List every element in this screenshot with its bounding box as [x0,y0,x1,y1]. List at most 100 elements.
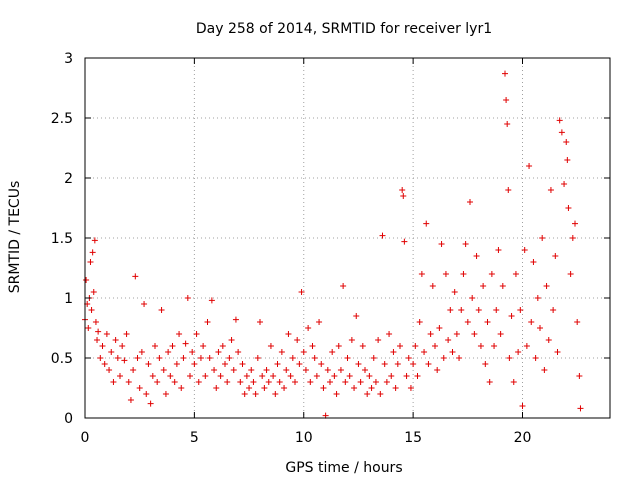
data-point [567,271,574,277]
data-point [281,385,288,391]
data-point [333,391,340,397]
data-point [337,367,344,373]
data-point [307,379,314,385]
data-point [147,400,154,407]
data-point [99,343,106,349]
data-point [405,355,412,361]
data-point [132,273,139,280]
data-point [403,373,410,379]
data-point [178,385,185,391]
data-point [381,361,388,367]
data-point [449,349,456,355]
data-point [200,343,207,349]
axes: 0 5 10 15 20 0 0.5 1 1.5 2 2.5 3 [51,51,611,446]
data-point [432,343,438,349]
data-point [397,343,403,349]
data-point [125,379,132,385]
data-point [285,331,292,337]
data-point [351,385,358,391]
data-point [180,355,187,361]
data-point [335,343,342,349]
y-tick-label: 2.5 [51,111,73,127]
y-tick-label: 1 [64,291,73,307]
data-point [329,349,336,355]
grid-lines [85,58,610,418]
data-point [289,355,296,361]
data-point [89,249,96,256]
data-point [519,403,526,409]
data-point [278,349,285,355]
data-point [248,367,255,373]
data-point [237,379,244,385]
data-point [359,343,366,349]
data-point [274,361,281,367]
data-point [217,373,224,379]
data-point [390,349,397,355]
data-point [162,391,169,397]
data-point [429,283,436,289]
data-point [401,238,408,245]
data-point [261,385,268,391]
data-point [211,367,218,373]
data-point [464,319,471,325]
data-point [499,283,506,289]
data-point [103,331,110,337]
data-point [460,271,467,277]
data-point [230,367,237,373]
data-point [267,343,274,349]
data-point [510,379,517,385]
data-point [458,307,465,313]
x-tick-label: 5 [190,430,199,446]
data-point [85,325,92,331]
data-point [346,373,353,379]
data-point [305,325,312,331]
data-point [577,405,584,412]
data-point [427,331,434,337]
data-point [134,355,141,361]
data-point [440,355,447,361]
data-point [550,307,557,313]
data-point [94,337,101,343]
data-point [213,385,220,391]
data-point [576,373,583,379]
data-point [563,139,570,145]
data-point [386,331,393,337]
data-point [456,355,463,361]
data-point [300,349,307,355]
data-point [149,373,156,379]
data-point [202,373,209,379]
data-point [362,367,368,373]
data-point [357,379,364,385]
y-tick-label: 1.5 [51,231,73,247]
data-point [480,283,487,289]
data-point [91,237,98,244]
data-point [508,313,515,319]
data-point [366,373,373,379]
x-tick-label: 20 [514,430,532,446]
data-point [410,361,417,367]
data-point [348,337,355,343]
data-point [232,316,239,323]
data-point [272,391,279,397]
data-point [436,325,443,331]
data-point [250,379,257,385]
data-point [331,373,338,379]
data-point [537,325,543,331]
data-point [442,271,449,277]
data-point [197,355,204,361]
data-point [534,295,541,301]
data-point [493,307,500,313]
data-point [324,367,331,373]
x-tick-label: 10 [295,430,313,446]
data-point [243,373,250,379]
data-point [287,373,294,379]
data-point [526,163,533,169]
data-point [521,247,528,253]
data-point [342,379,349,385]
plot-frame [84,57,611,419]
data-point [370,355,377,361]
data-point [302,367,309,373]
data-point [486,379,493,385]
data-point [416,319,423,325]
